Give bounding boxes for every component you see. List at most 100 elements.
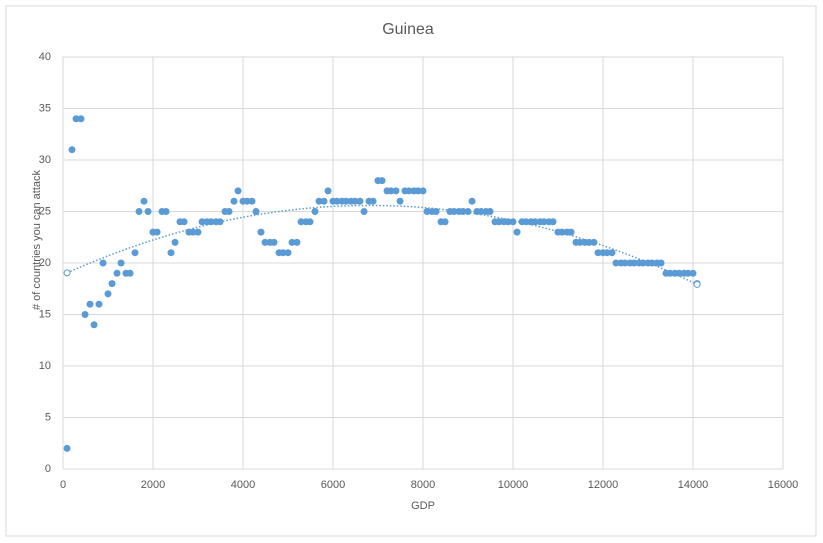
point	[189, 228, 197, 236]
point	[248, 197, 256, 205]
point	[405, 187, 413, 195]
point	[117, 259, 125, 267]
point	[77, 115, 85, 123]
point	[657, 259, 665, 267]
point	[423, 208, 431, 215]
point	[284, 249, 292, 257]
point	[369, 197, 377, 205]
point	[387, 187, 395, 195]
x-tick-label: 2000	[141, 479, 165, 491]
point	[594, 249, 602, 257]
point	[90, 321, 98, 329]
point	[126, 269, 134, 277]
point	[468, 197, 476, 205]
point	[441, 218, 449, 226]
y-tick-label: 30	[39, 154, 51, 166]
point	[320, 197, 328, 205]
point	[531, 218, 539, 226]
chart-title: Guinea	[382, 21, 434, 38]
y-tick-label: 10	[39, 360, 51, 372]
point	[464, 208, 472, 215]
point	[504, 218, 512, 226]
point	[315, 197, 323, 205]
point	[648, 259, 656, 267]
point	[392, 187, 400, 195]
x-tick-label: 0	[60, 479, 66, 491]
point	[297, 218, 305, 226]
point	[495, 218, 503, 226]
point	[72, 115, 80, 123]
y-tick-label: 20	[39, 257, 51, 269]
point	[549, 218, 557, 226]
point	[230, 197, 238, 205]
point	[513, 228, 521, 236]
y-tick-label: 15	[39, 308, 51, 320]
point	[68, 146, 76, 154]
point	[86, 300, 94, 308]
point	[459, 208, 467, 215]
point	[171, 238, 179, 246]
point	[612, 259, 620, 267]
point	[522, 218, 530, 226]
point	[450, 208, 458, 215]
point	[225, 208, 233, 215]
point	[360, 208, 368, 215]
point	[252, 208, 260, 215]
point	[81, 311, 89, 318]
point	[351, 197, 359, 205]
point	[270, 238, 278, 246]
point	[131, 249, 139, 257]
x-tick-label: 14000	[678, 479, 709, 491]
x-tick-label: 4000	[231, 479, 255, 491]
y-tick-label: 25	[39, 205, 51, 217]
point	[333, 197, 341, 205]
point	[104, 290, 112, 298]
y-tick-label: 35	[39, 102, 51, 114]
point	[306, 218, 314, 226]
point	[567, 228, 575, 236]
point	[243, 197, 251, 205]
x-tick-label: 16000	[768, 479, 799, 491]
point	[639, 259, 647, 267]
point	[356, 197, 364, 205]
point	[293, 238, 301, 246]
point	[108, 280, 116, 288]
y-tick-label: 40	[39, 51, 51, 63]
point	[477, 208, 485, 215]
point	[144, 208, 152, 215]
point	[630, 259, 638, 267]
point	[261, 238, 269, 246]
y-tick-label: 5	[45, 411, 51, 423]
point	[486, 208, 494, 215]
point	[99, 259, 107, 267]
point	[113, 269, 121, 277]
point	[194, 228, 202, 236]
point	[590, 238, 598, 246]
point	[585, 238, 593, 246]
trendline-handle	[693, 280, 701, 288]
point	[198, 218, 206, 226]
x-tick-label: 6000	[321, 479, 345, 491]
point	[576, 238, 584, 246]
point	[279, 249, 287, 257]
point	[608, 249, 616, 257]
point	[558, 228, 566, 236]
trendline-handle	[63, 269, 71, 277]
x-tick-label: 8000	[411, 479, 435, 491]
point	[311, 208, 319, 215]
point	[621, 259, 629, 267]
point	[162, 208, 170, 215]
point	[140, 197, 148, 205]
x-axis-title: GDP	[411, 500, 435, 512]
point	[689, 269, 697, 277]
point	[135, 208, 143, 215]
y-axis-title: # of countries you can attack	[31, 169, 43, 310]
point	[378, 177, 386, 185]
point	[153, 228, 161, 236]
point	[342, 197, 350, 205]
point	[396, 197, 404, 205]
point	[432, 208, 440, 215]
point	[419, 187, 427, 195]
point	[414, 187, 422, 195]
